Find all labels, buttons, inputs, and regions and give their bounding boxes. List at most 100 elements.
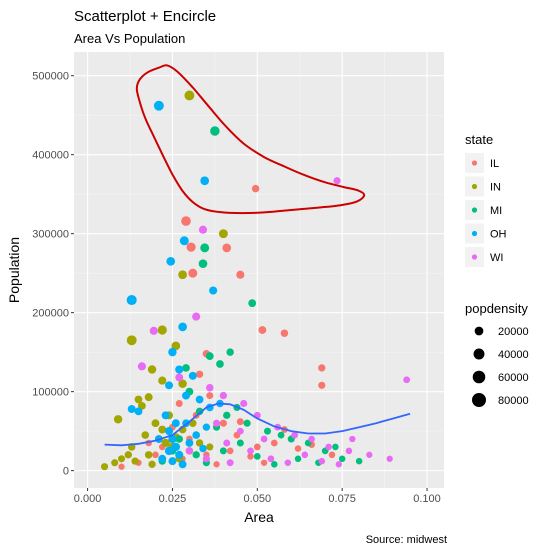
size-legend-dot <box>474 326 484 336</box>
point-il <box>236 418 244 426</box>
point-in <box>111 459 119 467</box>
point-in <box>117 455 126 463</box>
point-mi <box>264 427 271 435</box>
size-legend-dot <box>472 393 486 407</box>
point-in <box>206 443 214 451</box>
x-axis-label: Area <box>244 509 274 525</box>
x-tick-label: 0.075 <box>328 493 356 505</box>
x-axis-ticks: 0.000 0.025 0.050 0.075 0.100 <box>74 488 441 505</box>
y-axis-ticks: 0 100000 200000 300000 400000 500000 <box>32 71 74 478</box>
point-il <box>206 392 214 400</box>
point-in <box>113 415 123 424</box>
legend-label-oh: OH <box>490 229 507 241</box>
point-in <box>178 270 187 280</box>
point-mi <box>248 299 257 308</box>
legend-swatch-in <box>471 183 478 190</box>
point-oh <box>153 100 164 111</box>
point-mi <box>243 419 251 427</box>
point-il <box>253 443 261 451</box>
point-mi <box>198 259 208 269</box>
legend-label-il: IL <box>490 158 499 170</box>
point-mi <box>223 411 231 419</box>
point-oh <box>195 395 204 404</box>
point-oh <box>164 446 174 456</box>
legend-label-in: IN <box>490 182 501 194</box>
point-mi <box>219 447 227 455</box>
point-mi <box>195 407 204 416</box>
point-oh <box>202 423 211 431</box>
point-oh <box>179 236 189 246</box>
legend-swatch-wi <box>471 254 478 260</box>
point-wi <box>137 362 146 371</box>
point-il <box>236 270 245 279</box>
point-mi <box>192 451 200 459</box>
point-mi <box>200 243 210 253</box>
point-in <box>148 460 156 468</box>
size-legend-dot <box>472 370 486 384</box>
x-tick-label: 0.100 <box>413 493 441 505</box>
size-legend-label: 20000 <box>498 326 529 338</box>
point-il <box>118 463 125 470</box>
point-il <box>318 364 326 372</box>
size-legend-dot <box>473 348 485 360</box>
point-oh <box>134 407 143 416</box>
point-il <box>294 445 302 452</box>
point-wi <box>345 447 353 455</box>
point-mi <box>271 461 278 468</box>
smooth-line-layer <box>104 402 411 447</box>
point-wi <box>335 461 342 468</box>
point-oh <box>158 454 167 463</box>
point-wi <box>284 459 292 466</box>
point-wi <box>226 459 234 467</box>
point-oh <box>168 434 177 444</box>
point-wi <box>247 447 254 455</box>
point-in <box>157 325 167 335</box>
point-wi <box>223 439 231 447</box>
plot-panel <box>74 52 444 488</box>
point-oh <box>178 460 187 469</box>
y-tick-label: 200000 <box>32 308 69 320</box>
legend-label-wi: WI <box>490 252 503 264</box>
point-il <box>318 381 326 389</box>
y-tick-label: 0 <box>63 466 69 478</box>
point-il <box>226 447 234 455</box>
point-in <box>144 393 153 402</box>
x-tick-label: 0.000 <box>74 493 102 505</box>
point-il <box>270 439 278 447</box>
point-in <box>158 376 167 385</box>
point-wi <box>149 326 158 335</box>
point-wi <box>185 447 194 455</box>
point-wi <box>349 435 356 443</box>
point-il <box>260 459 268 466</box>
state-legend: state IL IN MI OH WI <box>465 132 507 267</box>
point-wi <box>219 391 228 400</box>
point-mi <box>175 435 183 443</box>
point-in <box>100 463 109 471</box>
legend-label-mi: MI <box>490 205 502 217</box>
data-points <box>100 90 411 471</box>
legend-swatch-oh <box>471 230 478 237</box>
point-in <box>171 341 181 351</box>
point-in <box>195 439 204 447</box>
point-oh <box>166 256 176 266</box>
size-legend-label: 40000 <box>498 349 529 361</box>
point-oh <box>127 405 136 414</box>
point-in <box>158 425 167 434</box>
point-in <box>184 90 195 101</box>
point-oh <box>175 365 184 374</box>
point-mi <box>338 455 346 463</box>
encircle-outline <box>135 64 366 215</box>
point-mi <box>294 455 302 463</box>
point-in <box>124 451 132 459</box>
point-in <box>161 438 170 448</box>
point-wi <box>386 455 393 462</box>
point-wi <box>301 451 309 459</box>
point-oh <box>168 457 177 466</box>
point-wi <box>240 399 248 408</box>
point-wi <box>202 455 210 463</box>
point-wi <box>308 435 315 443</box>
point-mi <box>253 453 261 460</box>
smooth-line <box>104 402 411 447</box>
point-wi <box>366 451 373 458</box>
point-in <box>141 431 150 439</box>
